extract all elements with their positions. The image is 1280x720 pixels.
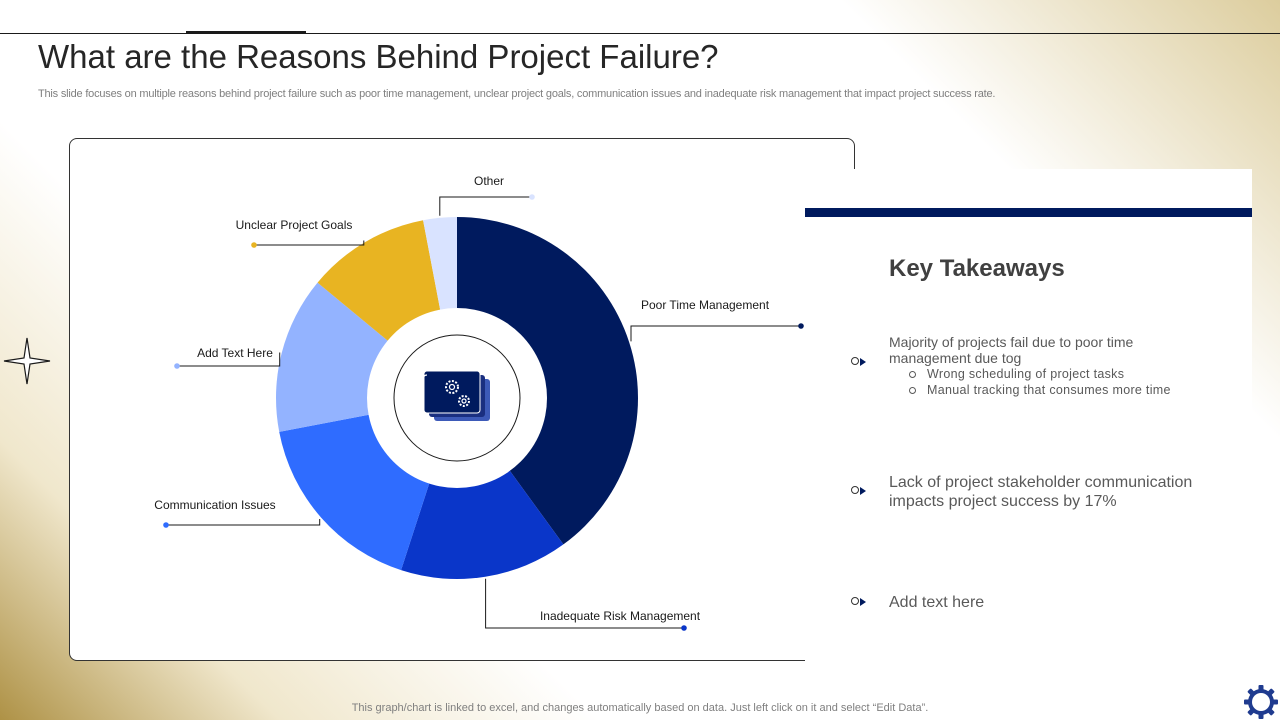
leader-dot <box>529 194 535 200</box>
leader-line <box>630 325 801 342</box>
donut-chart[interactable]: Poor Time Management Inadequate Risk Mana… <box>70 139 856 662</box>
slice-label: Add Text Here <box>197 346 273 360</box>
takeaway-sublist: Wrong scheduling of project tasks Manual… <box>889 366 1189 398</box>
gears-folder-icon <box>422 370 490 421</box>
bullet-arrow-icon <box>851 357 866 367</box>
slice-label: Unclear Project Goals <box>236 218 353 232</box>
sparkle-star-icon <box>3 337 51 385</box>
donut-slice[interactable] <box>401 398 564 579</box>
bullet-arrow-icon <box>851 486 866 496</box>
takeaway-text: Lack of project stakeholder communicatio… <box>889 474 1193 510</box>
leader-dot <box>251 242 257 248</box>
slice-label: Other <box>474 174 504 188</box>
slice-label: Poor Time Management <box>641 298 770 312</box>
page-subtitle: This slide focuses on multiple reasons b… <box>38 88 996 100</box>
leader-line <box>254 240 365 246</box>
takeaway-subitem: Wrong scheduling of project tasks <box>889 366 1189 382</box>
leader-line <box>485 578 684 629</box>
takeaway-subitem: Manual tracking that consumes more time <box>889 382 1189 398</box>
takeaway-text: Add text here <box>889 594 985 611</box>
footer-note: This graph/chart is linked to excel, and… <box>351 702 929 714</box>
takeaway-accent-bar <box>805 208 1252 217</box>
bullet-arrow-icon <box>851 597 866 607</box>
donut-slice[interactable] <box>457 217 638 545</box>
slice-label: Inadequate Risk Management <box>540 609 701 623</box>
leader-line <box>177 352 281 367</box>
top-rule <box>0 33 1280 34</box>
leader-dot <box>798 323 804 329</box>
leader-dot <box>681 625 687 631</box>
slice-label: Communication Issues <box>154 498 275 512</box>
leader-dot <box>174 363 180 369</box>
leader-line <box>166 519 321 526</box>
center-ring <box>393 334 521 462</box>
page-title: What are the Reasons Behind Project Fail… <box>38 38 719 75</box>
top-accent-line <box>186 31 306 34</box>
key-takeaways-panel: Key Takeaways Majority of projects fail … <box>805 169 1252 720</box>
chart-panel[interactable]: Poor Time Management Inadequate Risk Mana… <box>69 138 855 661</box>
leader-line <box>439 196 532 216</box>
takeaway-text: Majority of projects fail due to poor ti… <box>889 334 1189 398</box>
takeaways-title: Key Takeaways <box>889 255 1065 282</box>
leader-dot <box>163 522 169 528</box>
gear-logo-icon <box>1244 685 1278 719</box>
